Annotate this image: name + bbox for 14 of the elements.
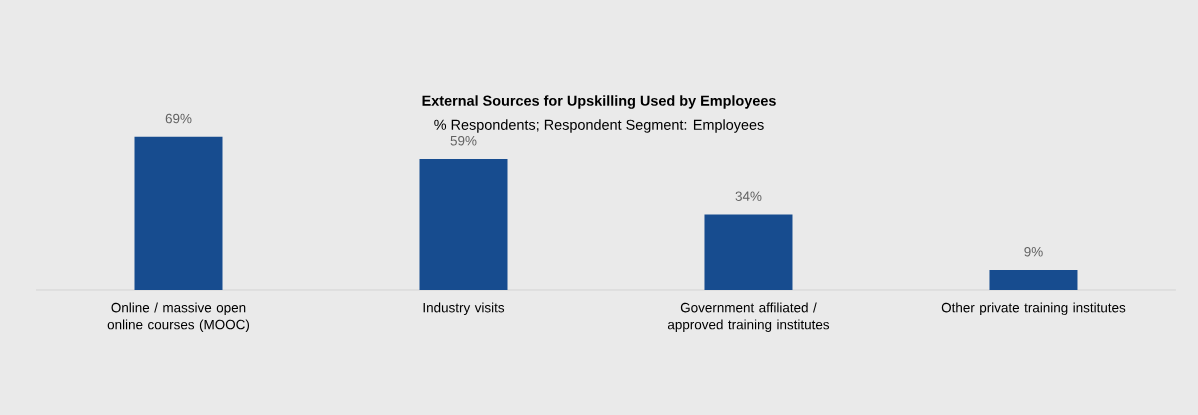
data-label: 59% — [450, 135, 477, 146]
data-label: 9% — [1024, 246, 1043, 257]
bar — [134, 136, 223, 290]
x-tick-label: Industry visits — [423, 302, 505, 316]
data-label: 34% — [735, 191, 762, 201]
x-tick-label: Online / massive open online courses (MOOC) — [107, 302, 250, 332]
data-label: 69% — [165, 113, 192, 124]
x-tick-label: Other private training institutes — [941, 302, 1126, 316]
chart-subtitle: % Respondents; Respondent Segment: Employees — [434, 119, 764, 133]
bar — [419, 159, 508, 290]
bar — [704, 214, 793, 290]
bar — [989, 270, 1078, 290]
chart-title: External Sources for Upskilling Used by Employees — [422, 95, 776, 109]
x-tick-label: Government affiliated / approved training institutes — [667, 302, 830, 332]
